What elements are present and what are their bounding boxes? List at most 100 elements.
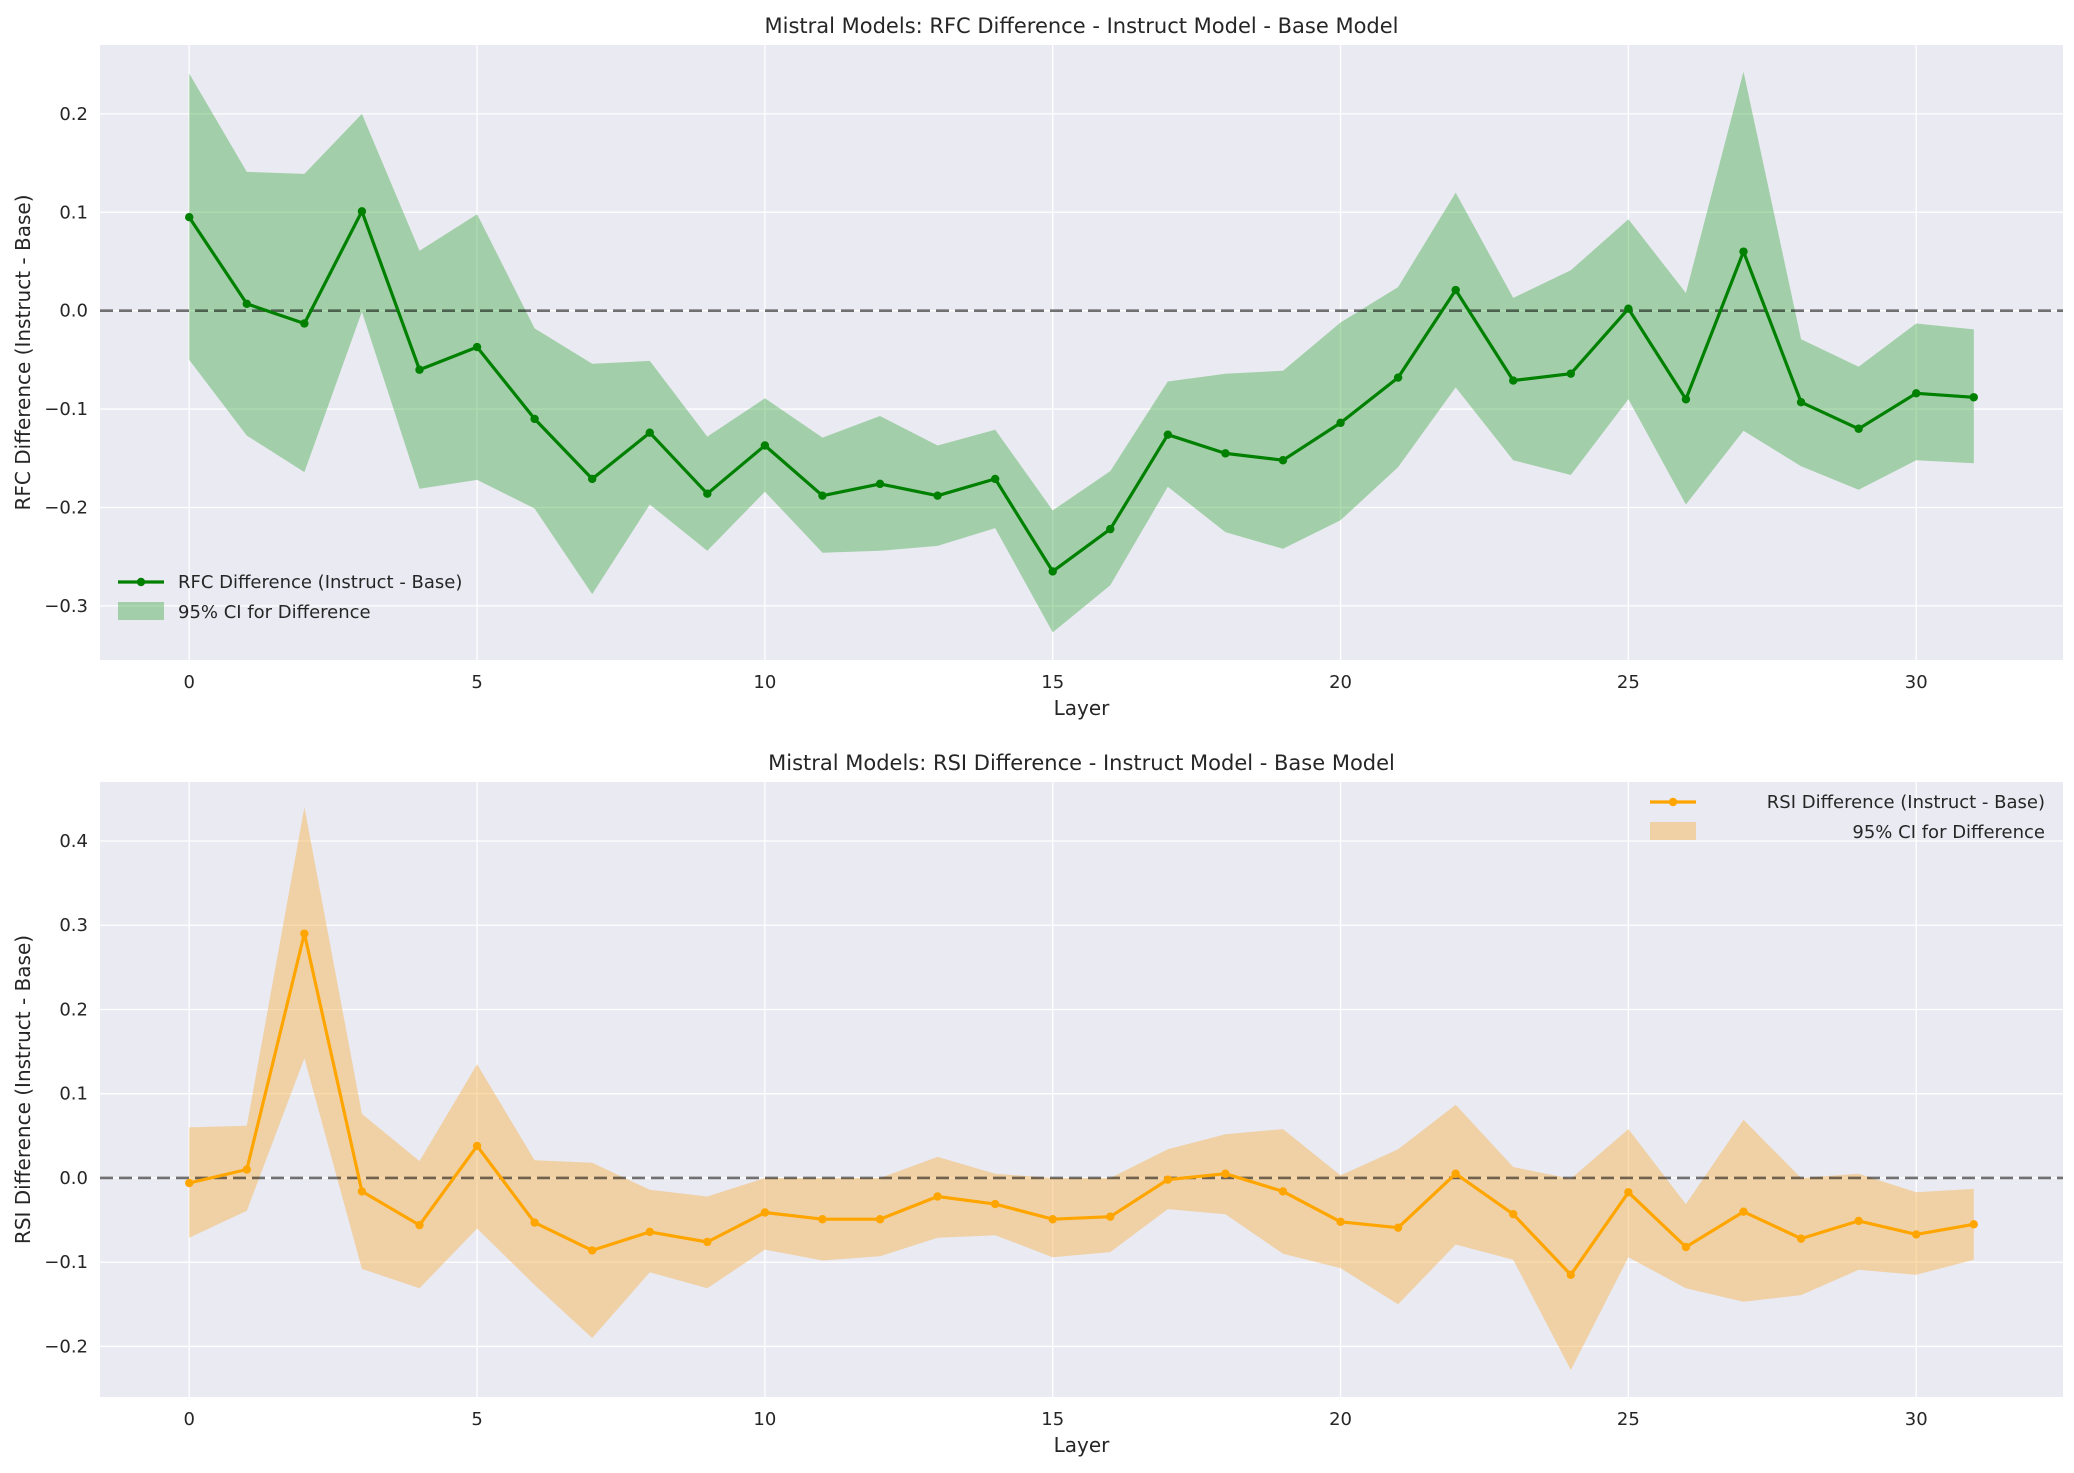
legend: RSI Difference (Instruct - Base) 95% CI f… — [1650, 792, 2045, 843]
data-point — [300, 319, 309, 328]
y-tick-label: 0.0 — [59, 1168, 88, 1189]
data-point — [933, 1192, 942, 1201]
data-point — [1681, 1242, 1691, 1252]
data-point — [1739, 1207, 1748, 1216]
data-point — [587, 474, 597, 484]
data-point — [185, 213, 194, 222]
data-point — [415, 1220, 424, 1230]
y-tick-label: 0.3 — [59, 915, 88, 936]
x-tick-label: 10 — [753, 1409, 776, 1430]
data-point — [530, 1218, 539, 1227]
x-tick-label: 25 — [1617, 1409, 1640, 1430]
data-point — [1393, 373, 1403, 382]
legend-series-label: RSI Difference (Instruct - Base) — [1767, 792, 2045, 813]
data-point — [357, 207, 367, 216]
data-point — [1278, 456, 1288, 465]
x-axis-label: Layer — [1054, 696, 1111, 720]
data-point — [1624, 304, 1633, 313]
data-point — [1854, 1216, 1863, 1226]
y-tick-label: −0.2 — [44, 1336, 88, 1357]
y-tick-label: −0.1 — [44, 399, 88, 420]
data-point — [1796, 397, 1806, 407]
data-point — [1509, 1209, 1518, 1219]
data-point — [1566, 369, 1576, 378]
y-tick-label: 0.1 — [59, 202, 88, 223]
y-tick-label: 0.0 — [59, 301, 88, 322]
y-tick-label: −0.3 — [44, 596, 88, 617]
data-point — [1278, 1187, 1288, 1196]
data-point — [760, 1208, 770, 1217]
data-point — [933, 491, 942, 500]
data-point — [1854, 424, 1863, 433]
rfc-difference-chart: 0 5 10 15 20 25 30 −0.3 −0.2 −0.1 0.0 0.1 0.2 Mistral… — [11, 14, 2063, 720]
legend-ci-swatch — [118, 602, 164, 620]
y-axis-label: RSI Difference (Instruct - Base) — [11, 935, 35, 1244]
series-line — [188, 931, 1975, 1277]
x-axis-label: Layer — [1054, 1433, 1111, 1457]
y-tick-label: 0.2 — [59, 999, 88, 1020]
y-tick-label: 0.2 — [59, 104, 88, 125]
data-point — [587, 1246, 597, 1255]
data-point — [1509, 376, 1518, 385]
data-point — [990, 1199, 1000, 1209]
y-tick-label: −0.2 — [44, 497, 88, 518]
data-point — [1163, 1175, 1173, 1184]
data-point — [1969, 393, 1978, 402]
ci-band — [189, 71, 1974, 633]
data-point — [242, 1165, 251, 1174]
data-point — [1796, 1234, 1806, 1243]
data-point — [530, 414, 539, 424]
plot-area — [100, 45, 2063, 660]
x-tick-label: 20 — [1329, 1409, 1352, 1430]
x-tick-label: 15 — [1041, 1409, 1064, 1430]
x-tick-label: 25 — [1617, 672, 1640, 693]
data-point — [1739, 247, 1748, 256]
legend: RFC Difference (Instruct - Base) 95% CI f… — [118, 572, 462, 623]
x-tick-label: 0 — [184, 1409, 195, 1430]
legend-ci-label: 95% CI for Difference — [1852, 822, 2045, 843]
data-point — [1163, 430, 1173, 439]
data-point — [645, 428, 654, 437]
data-point — [1336, 1217, 1345, 1226]
y-tick-label: −0.1 — [44, 1252, 88, 1273]
data-point — [703, 1237, 712, 1247]
data-point — [185, 1178, 194, 1188]
x-tick-label: 5 — [471, 672, 482, 693]
data-point — [1566, 1270, 1576, 1280]
x-tick-label: 20 — [1329, 672, 1352, 693]
rsi-difference-chart: 0 5 10 15 20 25 30 −0.2 −0.1 0.0 0.1 0.2 0.3 0.4 Mistr… — [11, 751, 2063, 1457]
legend-marker — [136, 577, 146, 587]
x-tick-label: 30 — [1905, 672, 1928, 693]
chart-title: Mistral Models: RFC Difference - Instruc… — [765, 14, 1399, 38]
data-point — [415, 365, 424, 374]
data-point — [703, 489, 712, 498]
plot-area — [100, 782, 2063, 1397]
data-point — [990, 474, 1000, 484]
data-point — [1969, 1220, 1978, 1229]
data-point — [875, 479, 885, 489]
data-point — [1624, 1188, 1633, 1197]
data-point — [1048, 567, 1057, 576]
legend-marker — [1668, 797, 1678, 807]
x-tick-label: 5 — [471, 1409, 482, 1430]
chart-title: Mistral Models: RSI Difference - Instruc… — [768, 751, 1395, 775]
y-tick-label: 0.1 — [59, 1084, 88, 1105]
data-point — [1221, 1169, 1230, 1178]
data-point — [760, 441, 770, 450]
data-point — [645, 1227, 654, 1237]
x-tick-label: 15 — [1041, 672, 1064, 693]
data-point — [1106, 524, 1115, 534]
x-tick-label: 10 — [753, 672, 776, 693]
data-point — [1336, 418, 1345, 428]
legend-ci-label: 95% CI for Difference — [178, 602, 371, 623]
data-point — [1451, 285, 1460, 295]
data-point — [1106, 1212, 1115, 1221]
data-point — [242, 299, 251, 308]
data-point — [818, 491, 827, 500]
data-point — [818, 1215, 827, 1224]
data-point — [1912, 389, 1921, 398]
data-point — [472, 1141, 482, 1151]
data-point — [1393, 1223, 1403, 1232]
x-tick-label: 30 — [1905, 1409, 1928, 1430]
